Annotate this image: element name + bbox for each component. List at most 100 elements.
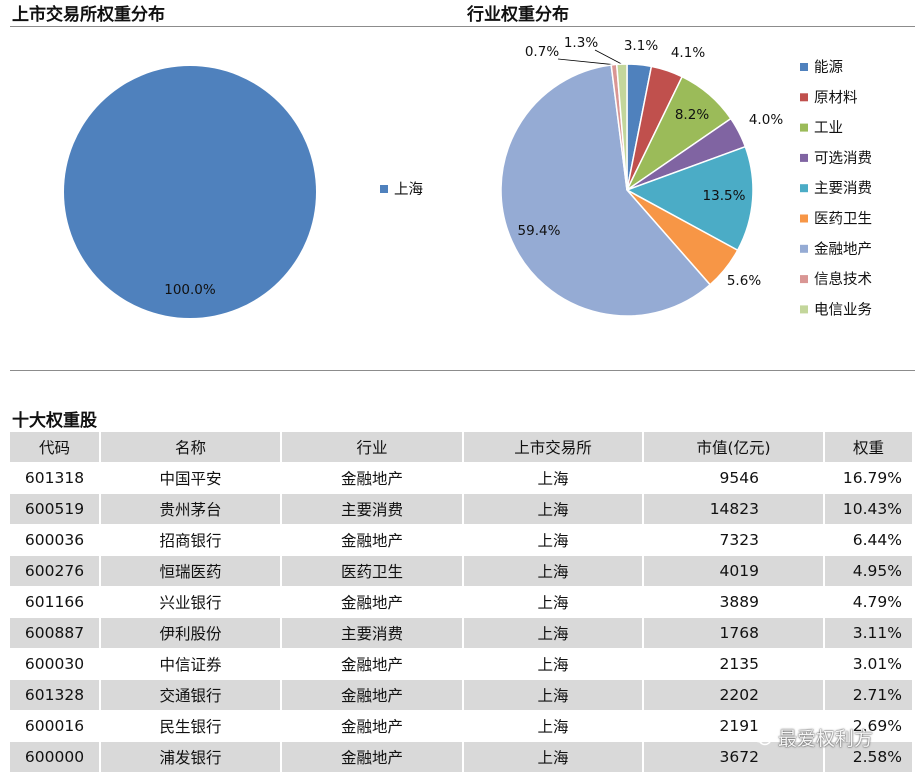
table-cell: 上海	[463, 741, 644, 773]
pie-data-label: 8.2%	[675, 107, 709, 123]
legend-swatch	[380, 185, 388, 193]
pie-slice-4	[625, 145, 754, 252]
table-row: 600276 恒瑞医药 医药卫生 上海 4019 4.95%	[10, 555, 914, 587]
table-cell: 2191	[643, 710, 825, 742]
watermark-text: 最爱权利方	[778, 728, 874, 750]
table-cell: 上海	[463, 493, 644, 525]
table-cell: 600276	[10, 555, 101, 587]
pie-data-label: 100.0%	[164, 282, 216, 298]
table-cell: 金融地产	[281, 462, 464, 494]
table-cell: 600030	[10, 648, 101, 680]
legend-label: 电信业务	[814, 301, 872, 318]
pie-slice-6	[500, 64, 712, 317]
pie-data-label: 0.7%	[525, 44, 559, 60]
watermark: 最爱权利方	[752, 724, 873, 751]
pie-slice-0	[64, 66, 316, 318]
table-cell: 上海	[463, 462, 644, 494]
table-cell: 金融地产	[281, 524, 464, 556]
legend-swatch	[800, 123, 808, 132]
column-header: 行业	[281, 432, 464, 463]
table-cell: 贵州茅台	[100, 493, 282, 525]
table-cell: 600000	[10, 741, 101, 773]
legend-label: 主要消费	[814, 180, 872, 197]
pie-data-label: 4.0%	[749, 112, 783, 128]
table-cell: 金融地产	[281, 648, 464, 680]
table-cell: 上海	[463, 679, 644, 711]
table-cell: 3.01%	[824, 648, 914, 680]
table-cell: 上海	[463, 524, 644, 556]
table-cell: 医药卫生	[281, 555, 464, 587]
legend-swatch	[800, 93, 808, 102]
table-cell: 浦发银行	[100, 741, 282, 773]
legend-label: 医药卫生	[814, 211, 872, 228]
table-cell: 主要消费	[281, 617, 464, 649]
table-cell: 600887	[10, 617, 101, 649]
table-cell: 上海	[463, 586, 644, 618]
table-cell: 金融地产	[281, 586, 464, 618]
table-row: 601166 兴业银行 金融地产 上海 3889 4.79%	[10, 586, 914, 618]
table-cell: 2.58%	[824, 741, 914, 773]
pie-data-label: 5.6%	[727, 273, 761, 289]
legend-label: 工业	[814, 120, 843, 137]
legend-swatch	[800, 214, 808, 223]
legend-swatch	[800, 305, 808, 314]
table-row: 600887 伊利股份 主要消费 上海 1768 3.11%	[10, 617, 914, 649]
table-cell: 兴业银行	[100, 586, 282, 618]
table-cell: 601318	[10, 462, 101, 494]
legend-swatch	[800, 153, 808, 162]
column-header: 名称	[100, 432, 282, 463]
table-cell: 2135	[643, 648, 825, 680]
top-holdings-table: 代码 名称 行业 上市交易所 市值(亿元) 权重 601318 中国平安 金融地产 上海 9546…	[10, 432, 914, 773]
table-cell: 4.95%	[824, 555, 914, 587]
table-cell: 10.43%	[824, 493, 914, 525]
pie-data-label: 59.4%	[518, 223, 561, 239]
pie-slice-8	[615, 63, 628, 191]
table-cell: 中信证券	[100, 648, 282, 680]
table-cell: 4019	[643, 555, 825, 587]
column-header: 权重	[824, 432, 914, 463]
industry-pie-chart: 3.1% 4.1% 8.2% 4.0% 13.5% 5.6% 59.4% 0.7% 1.3% 能源…	[500, 35, 872, 318]
table-cell: 2.71%	[824, 679, 914, 711]
table-cell: 3.11%	[824, 617, 914, 649]
legend-label: 金融地产	[814, 241, 872, 258]
table-cell: 1768	[643, 617, 825, 649]
pie-data-label: 1.3%	[564, 35, 598, 51]
exchange-pie-chart: 100.0% 上海	[64, 66, 423, 318]
legend-swatch	[800, 275, 808, 284]
table-cell: 上海	[463, 648, 644, 680]
legend-label: 信息技术	[814, 271, 872, 288]
legend-label: 能源	[814, 59, 843, 76]
table-cell: 伊利股份	[100, 617, 282, 649]
legend-swatch	[800, 244, 808, 253]
table-cell: 14823	[643, 493, 825, 525]
table-row: 601328 交通银行 金融地产 上海 2202 2.71%	[10, 679, 914, 711]
pie-data-label: 3.1%	[624, 38, 658, 54]
table-cell: 上海	[463, 617, 644, 649]
table-cell: 3889	[643, 586, 825, 618]
table-cell: 16.79%	[824, 462, 914, 494]
table-cell: 招商银行	[100, 524, 282, 556]
pie-data-label: 13.5%	[703, 188, 746, 204]
table-cell: 上海	[463, 555, 644, 587]
table-cell: 金融地产	[281, 710, 464, 742]
table-cell: 交通银行	[100, 679, 282, 711]
wechat-icon	[752, 729, 772, 745]
table-cell: 民生银行	[100, 710, 282, 742]
leader-line	[557, 58, 614, 66]
table-row: 600036 招商银行 金融地产 上海 7323 6.44%	[10, 524, 914, 556]
table-header-row: 代码 名称 行业 上市交易所 市值(亿元) 权重	[10, 432, 914, 463]
table-cell: 601328	[10, 679, 101, 711]
leader-lines	[557, 49, 623, 66]
table-cell: 600036	[10, 524, 101, 556]
table-cell: 6.44%	[824, 524, 914, 556]
legend-label: 上海	[394, 181, 423, 198]
table-row: 600016 民生银行 金融地产 上海 2191 2.69%	[10, 710, 914, 742]
table-cell: 4.79%	[824, 586, 914, 618]
column-header: 市值(亿元)	[643, 432, 825, 463]
table-cell: 恒瑞医药	[100, 555, 282, 587]
table-cell: 主要消费	[281, 493, 464, 525]
legend-label: 可选消费	[814, 150, 872, 167]
table-cell: 601166	[10, 586, 101, 618]
table-row: 600519 贵州茅台 主要消费 上海 14823 10.43%	[10, 493, 914, 525]
table-cell: 3672	[643, 741, 825, 773]
